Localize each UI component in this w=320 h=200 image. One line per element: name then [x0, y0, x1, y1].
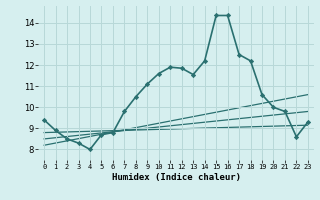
- X-axis label: Humidex (Indice chaleur): Humidex (Indice chaleur): [111, 173, 241, 182]
